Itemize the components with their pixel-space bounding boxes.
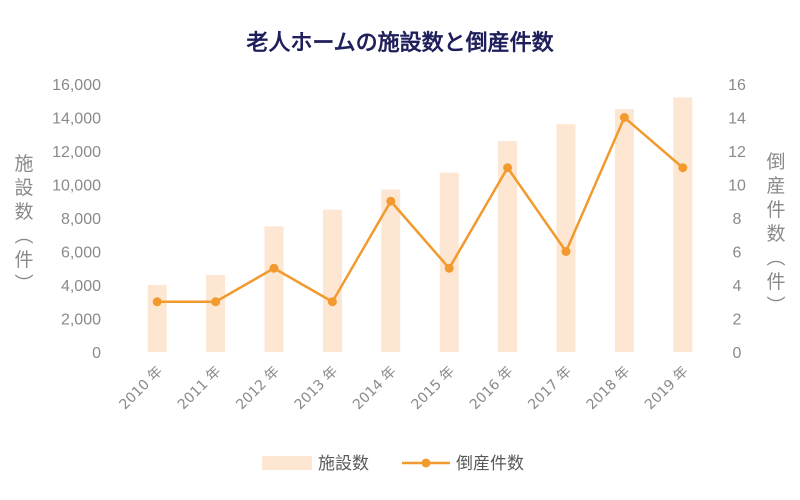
left-axis-title-char: 件: [14, 249, 33, 271]
bankruptcy-point: [444, 263, 454, 273]
left-axis-tick: 10,000: [52, 178, 101, 195]
bankruptcy-line: [157, 116, 684, 303]
line-series: [152, 113, 688, 307]
bankruptcy-point: [386, 196, 396, 206]
chart-title: 老人ホームの施設数と倒産件数: [245, 30, 554, 56]
right-axis-title-char: （: [764, 247, 786, 266]
right-axis-tick: 2: [733, 312, 742, 329]
x-axis-tick: 2018 年: [584, 364, 634, 414]
facility-bar: [322, 209, 342, 352]
legend-bar-swatch: [262, 456, 312, 470]
x-axis-tick: 2013 年: [292, 364, 342, 414]
bankruptcy-point: [561, 247, 571, 256]
left-axis-title-char: 設: [14, 177, 33, 199]
facility-bar: [381, 189, 401, 352]
x-axis-tick: 2016 年: [467, 364, 517, 414]
bankruptcy-point: [152, 297, 162, 307]
x-axis-tick: 2014 年: [350, 364, 400, 414]
bankruptcy-point: [678, 163, 688, 173]
legend: 施設数 倒産件数: [262, 454, 524, 474]
right-axis-ticks: 0 2 4 6 8 10 12 14 16: [728, 77, 746, 362]
left-axis-title-char: ）: [12, 273, 34, 292]
right-axis-tick: 14: [728, 111, 746, 128]
left-axis-tick: 4,000: [61, 278, 101, 295]
x-axis-tick: 2012 年: [233, 364, 283, 414]
right-axis-title-char: 数: [766, 223, 785, 245]
right-axis-tick: 0: [733, 345, 742, 362]
facility-bar: [673, 97, 693, 353]
right-axis-title-char: 件: [766, 271, 785, 293]
facility-bar: [264, 226, 284, 352]
left-axis-tick: 12,000: [52, 144, 101, 161]
legend-label-bankruptcies: 倒産件数: [456, 454, 524, 474]
left-axis-tick: 16,000: [52, 77, 101, 94]
bankruptcy-point: [503, 163, 513, 173]
x-axis-ticks: 2010 年 2011 年 2012 年 2013 年 2014 年 2015 年 2016…: [116, 364, 691, 414]
left-axis-tick: 2,000: [61, 312, 101, 329]
left-axis-ticks: 0 2,000 4,000 6,000 8,000 10,000 12,000 14,000 1…: [52, 77, 101, 362]
left-axis-title-char: 施: [14, 153, 33, 175]
right-axis-tick: 8: [733, 211, 742, 228]
right-axis-tick: 12: [728, 144, 746, 161]
right-axis-title-char: 倒: [766, 151, 785, 173]
left-axis-title: 施設数 （ 件 ）: [12, 153, 34, 293]
facility-bar: [206, 274, 226, 352]
left-axis-tick: 14,000: [52, 111, 101, 128]
x-axis-tick: 2015 年: [408, 364, 458, 414]
x-axis-tick: 2011 年: [175, 364, 225, 414]
left-axis-title-char: （: [12, 225, 34, 244]
right-axis-tick: 16: [728, 77, 746, 94]
right-axis-tick: 4: [733, 278, 742, 295]
bankruptcy-point: [327, 297, 337, 307]
right-axis-title-char: 件: [766, 199, 785, 221]
facility-bar: [439, 172, 459, 352]
left-axis-title-char: 数: [14, 201, 33, 223]
x-axis-tick: 2010 年: [116, 364, 166, 414]
left-axis-tick: 6,000: [61, 245, 101, 262]
right-axis-tick: 10: [728, 178, 746, 195]
facility-bar: [147, 285, 167, 352]
x-axis-tick: 2019 年: [642, 364, 692, 414]
facility-bar: [498, 140, 518, 352]
right-axis-title: 倒産件数（件）: [764, 151, 786, 315]
bankruptcy-point: [619, 113, 629, 122]
bar-series: [147, 97, 693, 353]
legend-line-marker: [421, 458, 431, 468]
right-axis-title-char: ）: [764, 295, 786, 314]
legend-label-facilities: 施設数: [318, 454, 369, 474]
bankruptcy-point: [269, 263, 279, 273]
left-axis-tick: 8,000: [61, 211, 101, 228]
facility-bar: [556, 124, 576, 352]
x-axis-tick: 2017 年: [525, 364, 575, 414]
facility-bar: [614, 109, 634, 352]
left-axis-tick: 0: [92, 345, 101, 362]
right-axis-tick: 6: [733, 245, 742, 262]
bankruptcy-point: [211, 297, 221, 307]
right-axis-title-char: 産: [766, 175, 785, 197]
